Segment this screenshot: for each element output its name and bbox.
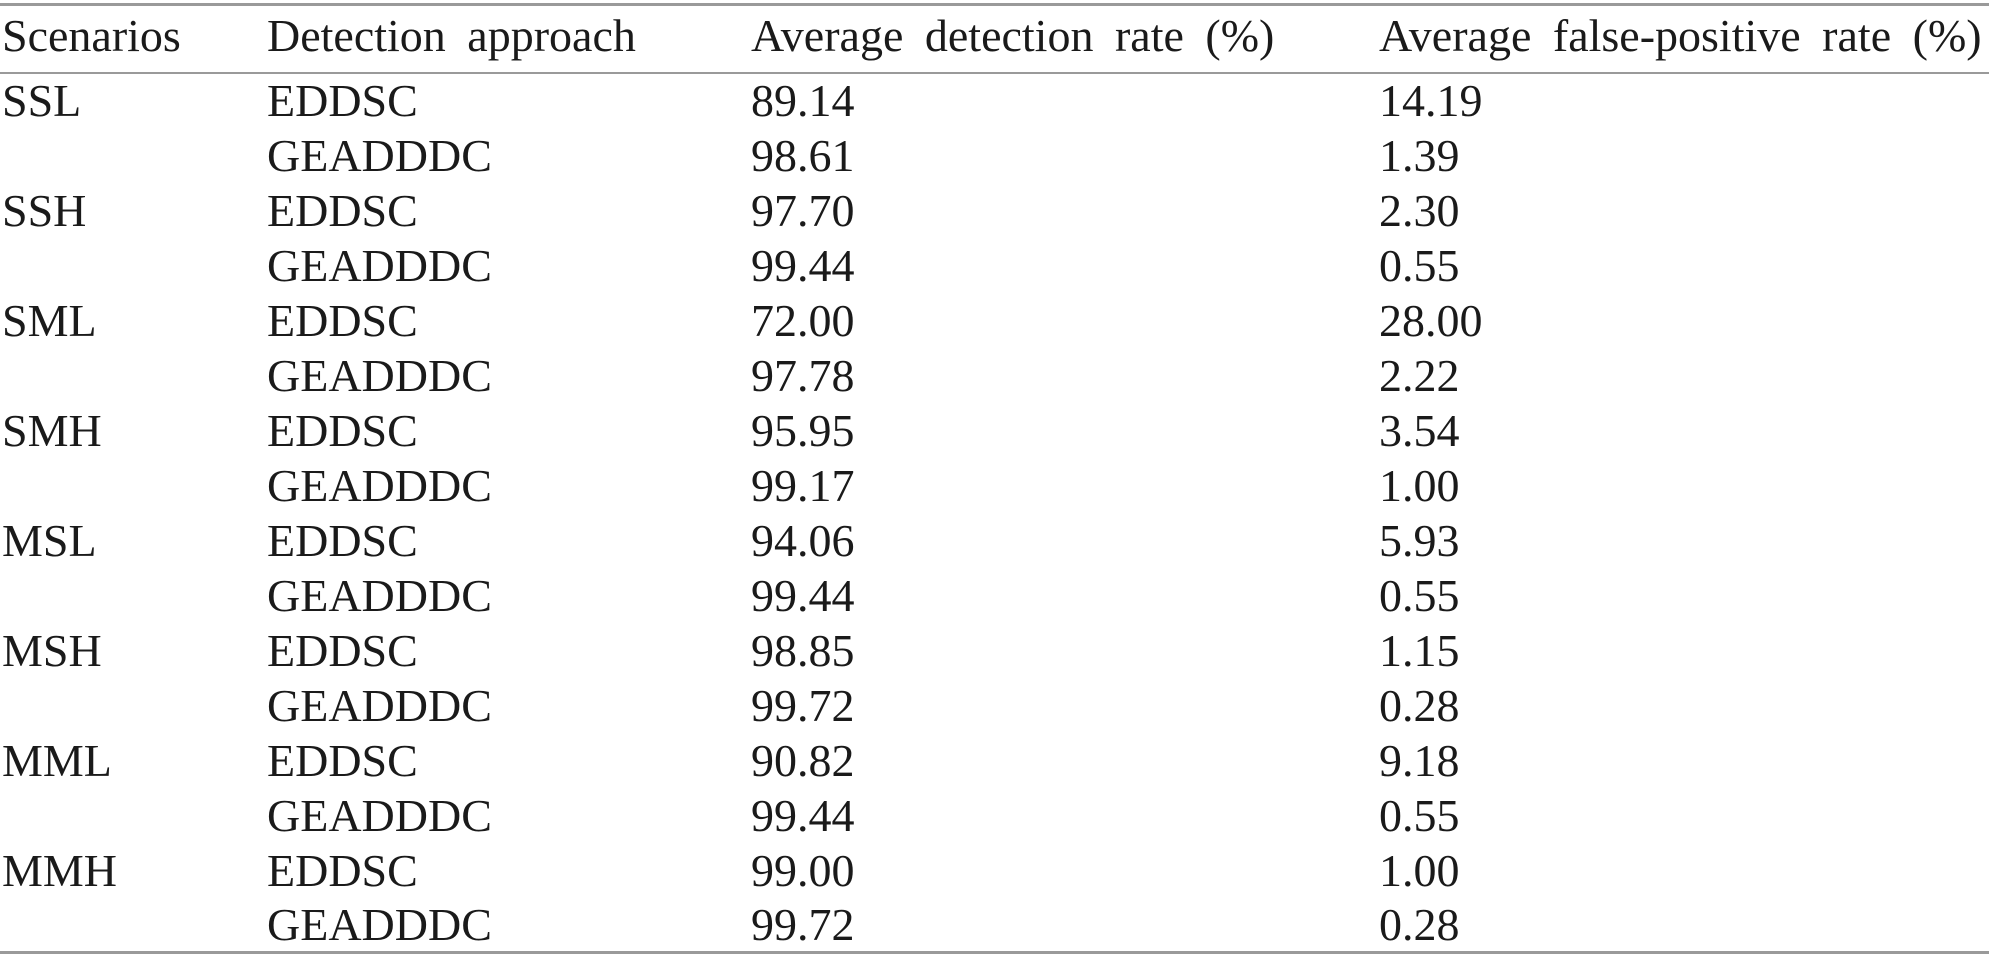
cell-detection-approach: GEADDDC	[267, 569, 492, 621]
col-header-avg-false-positive-rate: Average false-positive rate (%)	[1377, 4, 1989, 74]
table-row: GEADDDC 99.44 0.55	[0, 788, 1989, 843]
table-row: GEADDDC 98.61 1.39	[0, 128, 1989, 183]
cell-detection-approach: GEADDDC	[267, 789, 492, 841]
cell-avg-detection-rate: 72.00	[751, 294, 855, 346]
cell-avg-detection-rate: 98.61	[751, 129, 855, 181]
cell-avg-false-positive-rate: 9.18	[1379, 734, 1460, 786]
cell-detection-approach: EDDSC	[267, 624, 418, 676]
table-row: SMH EDDSC 95.95 3.54	[0, 403, 1989, 458]
cell-avg-detection-rate: 97.70	[751, 184, 855, 236]
cell-detection-approach: EDDSC	[267, 294, 418, 346]
results-table: Scenarios Detection approach Average det…	[0, 3, 1989, 954]
cell-scenario: MSL	[2, 514, 97, 566]
cell-detection-approach: EDDSC	[267, 844, 418, 896]
cell-avg-false-positive-rate: 0.55	[1379, 569, 1460, 621]
cell-scenario: MML	[2, 734, 112, 786]
col-header-detection-approach: Detection approach	[265, 4, 749, 74]
cell-detection-approach: EDDSC	[267, 184, 418, 236]
cell-scenario: MMH	[2, 844, 118, 896]
header-row: Scenarios Detection approach Average det…	[0, 4, 1989, 74]
cell-avg-detection-rate: 98.85	[751, 624, 855, 676]
cell-detection-approach: EDDSC	[267, 404, 418, 456]
cell-scenario	[0, 678, 265, 733]
cell-scenario	[0, 568, 265, 623]
table-body: SSL EDDSC 89.14 14.19 GEADDDC 98.61 1.39…	[0, 73, 1989, 953]
table-row: MSH EDDSC 98.85 1.15	[0, 623, 1989, 678]
cell-detection-approach: EDDSC	[267, 75, 418, 126]
cell-scenario	[0, 788, 265, 843]
cell-avg-detection-rate: 90.82	[751, 734, 855, 786]
cell-detection-approach: GEADDDC	[267, 459, 492, 511]
cell-avg-false-positive-rate: 28.00	[1379, 294, 1483, 346]
table-row: GEADDDC 99.44 0.55	[0, 568, 1989, 623]
cell-avg-detection-rate: 95.95	[751, 404, 855, 456]
cell-scenario	[0, 128, 265, 183]
cell-avg-false-positive-rate: 14.19	[1379, 75, 1483, 126]
cell-detection-approach: GEADDDC	[267, 129, 492, 181]
cell-avg-detection-rate: 89.14	[751, 75, 855, 126]
cell-avg-detection-rate: 97.78	[751, 349, 855, 401]
cell-avg-detection-rate: 99.17	[751, 459, 855, 511]
table-row: GEADDDC 97.78 2.22	[0, 348, 1989, 403]
cell-avg-false-positive-rate: 0.28	[1379, 679, 1460, 731]
cell-avg-false-positive-rate: 1.00	[1379, 459, 1460, 511]
cell-detection-approach: GEADDDC	[267, 349, 492, 401]
table-row: GEADDDC 99.72 0.28	[0, 898, 1989, 953]
cell-detection-approach: GEADDDC	[267, 239, 492, 291]
cell-avg-detection-rate: 99.72	[751, 898, 855, 950]
cell-detection-approach: GEADDDC	[267, 898, 492, 950]
cell-avg-false-positive-rate: 1.00	[1379, 844, 1460, 896]
cell-avg-false-positive-rate: 1.39	[1379, 129, 1460, 181]
cell-avg-false-positive-rate: 0.28	[1379, 898, 1460, 950]
cell-scenario: SML	[2, 294, 97, 346]
table-header: Scenarios Detection approach Average det…	[0, 4, 1989, 74]
cell-detection-approach: EDDSC	[267, 514, 418, 566]
cell-scenario	[0, 898, 265, 953]
cell-avg-false-positive-rate: 3.54	[1379, 404, 1460, 456]
cell-avg-false-positive-rate: 1.15	[1379, 624, 1460, 676]
cell-scenario	[0, 238, 265, 293]
cell-scenario: MSH	[2, 624, 102, 676]
table-row: GEADDDC 99.72 0.28	[0, 678, 1989, 733]
cell-avg-detection-rate: 99.72	[751, 679, 855, 731]
cell-scenario: SMH	[2, 404, 102, 456]
cell-scenario	[0, 458, 265, 513]
cell-scenario: SSL	[2, 75, 82, 126]
cell-avg-false-positive-rate: 2.22	[1379, 349, 1460, 401]
col-header-scenarios: Scenarios	[0, 4, 265, 74]
cell-scenario: SSH	[2, 184, 87, 236]
col-header-avg-detection-rate: Average detection rate (%)	[749, 4, 1377, 74]
table-row: SML EDDSC 72.00 28.00	[0, 293, 1989, 348]
table-row: GEADDDC 99.17 1.00	[0, 458, 1989, 513]
table-row: GEADDDC 99.44 0.55	[0, 238, 1989, 293]
cell-avg-false-positive-rate: 0.55	[1379, 789, 1460, 841]
cell-avg-detection-rate: 99.00	[751, 844, 855, 896]
table-row: SSH EDDSC 97.70 2.30	[0, 183, 1989, 238]
table-row: MSL EDDSC 94.06 5.93	[0, 513, 1989, 568]
cell-detection-approach: GEADDDC	[267, 679, 492, 731]
table-row: MML EDDSC 90.82 9.18	[0, 733, 1989, 788]
cell-avg-detection-rate: 94.06	[751, 514, 855, 566]
cell-avg-detection-rate: 99.44	[751, 789, 855, 841]
cell-avg-false-positive-rate: 2.30	[1379, 184, 1460, 236]
cell-avg-detection-rate: 99.44	[751, 569, 855, 621]
table-row: MMH EDDSC 99.00 1.00	[0, 843, 1989, 898]
cell-avg-false-positive-rate: 5.93	[1379, 514, 1460, 566]
table-row: SSL EDDSC 89.14 14.19	[0, 73, 1989, 128]
cell-detection-approach: EDDSC	[267, 734, 418, 786]
cell-avg-false-positive-rate: 0.55	[1379, 239, 1460, 291]
cell-avg-detection-rate: 99.44	[751, 239, 855, 291]
cell-scenario	[0, 348, 265, 403]
